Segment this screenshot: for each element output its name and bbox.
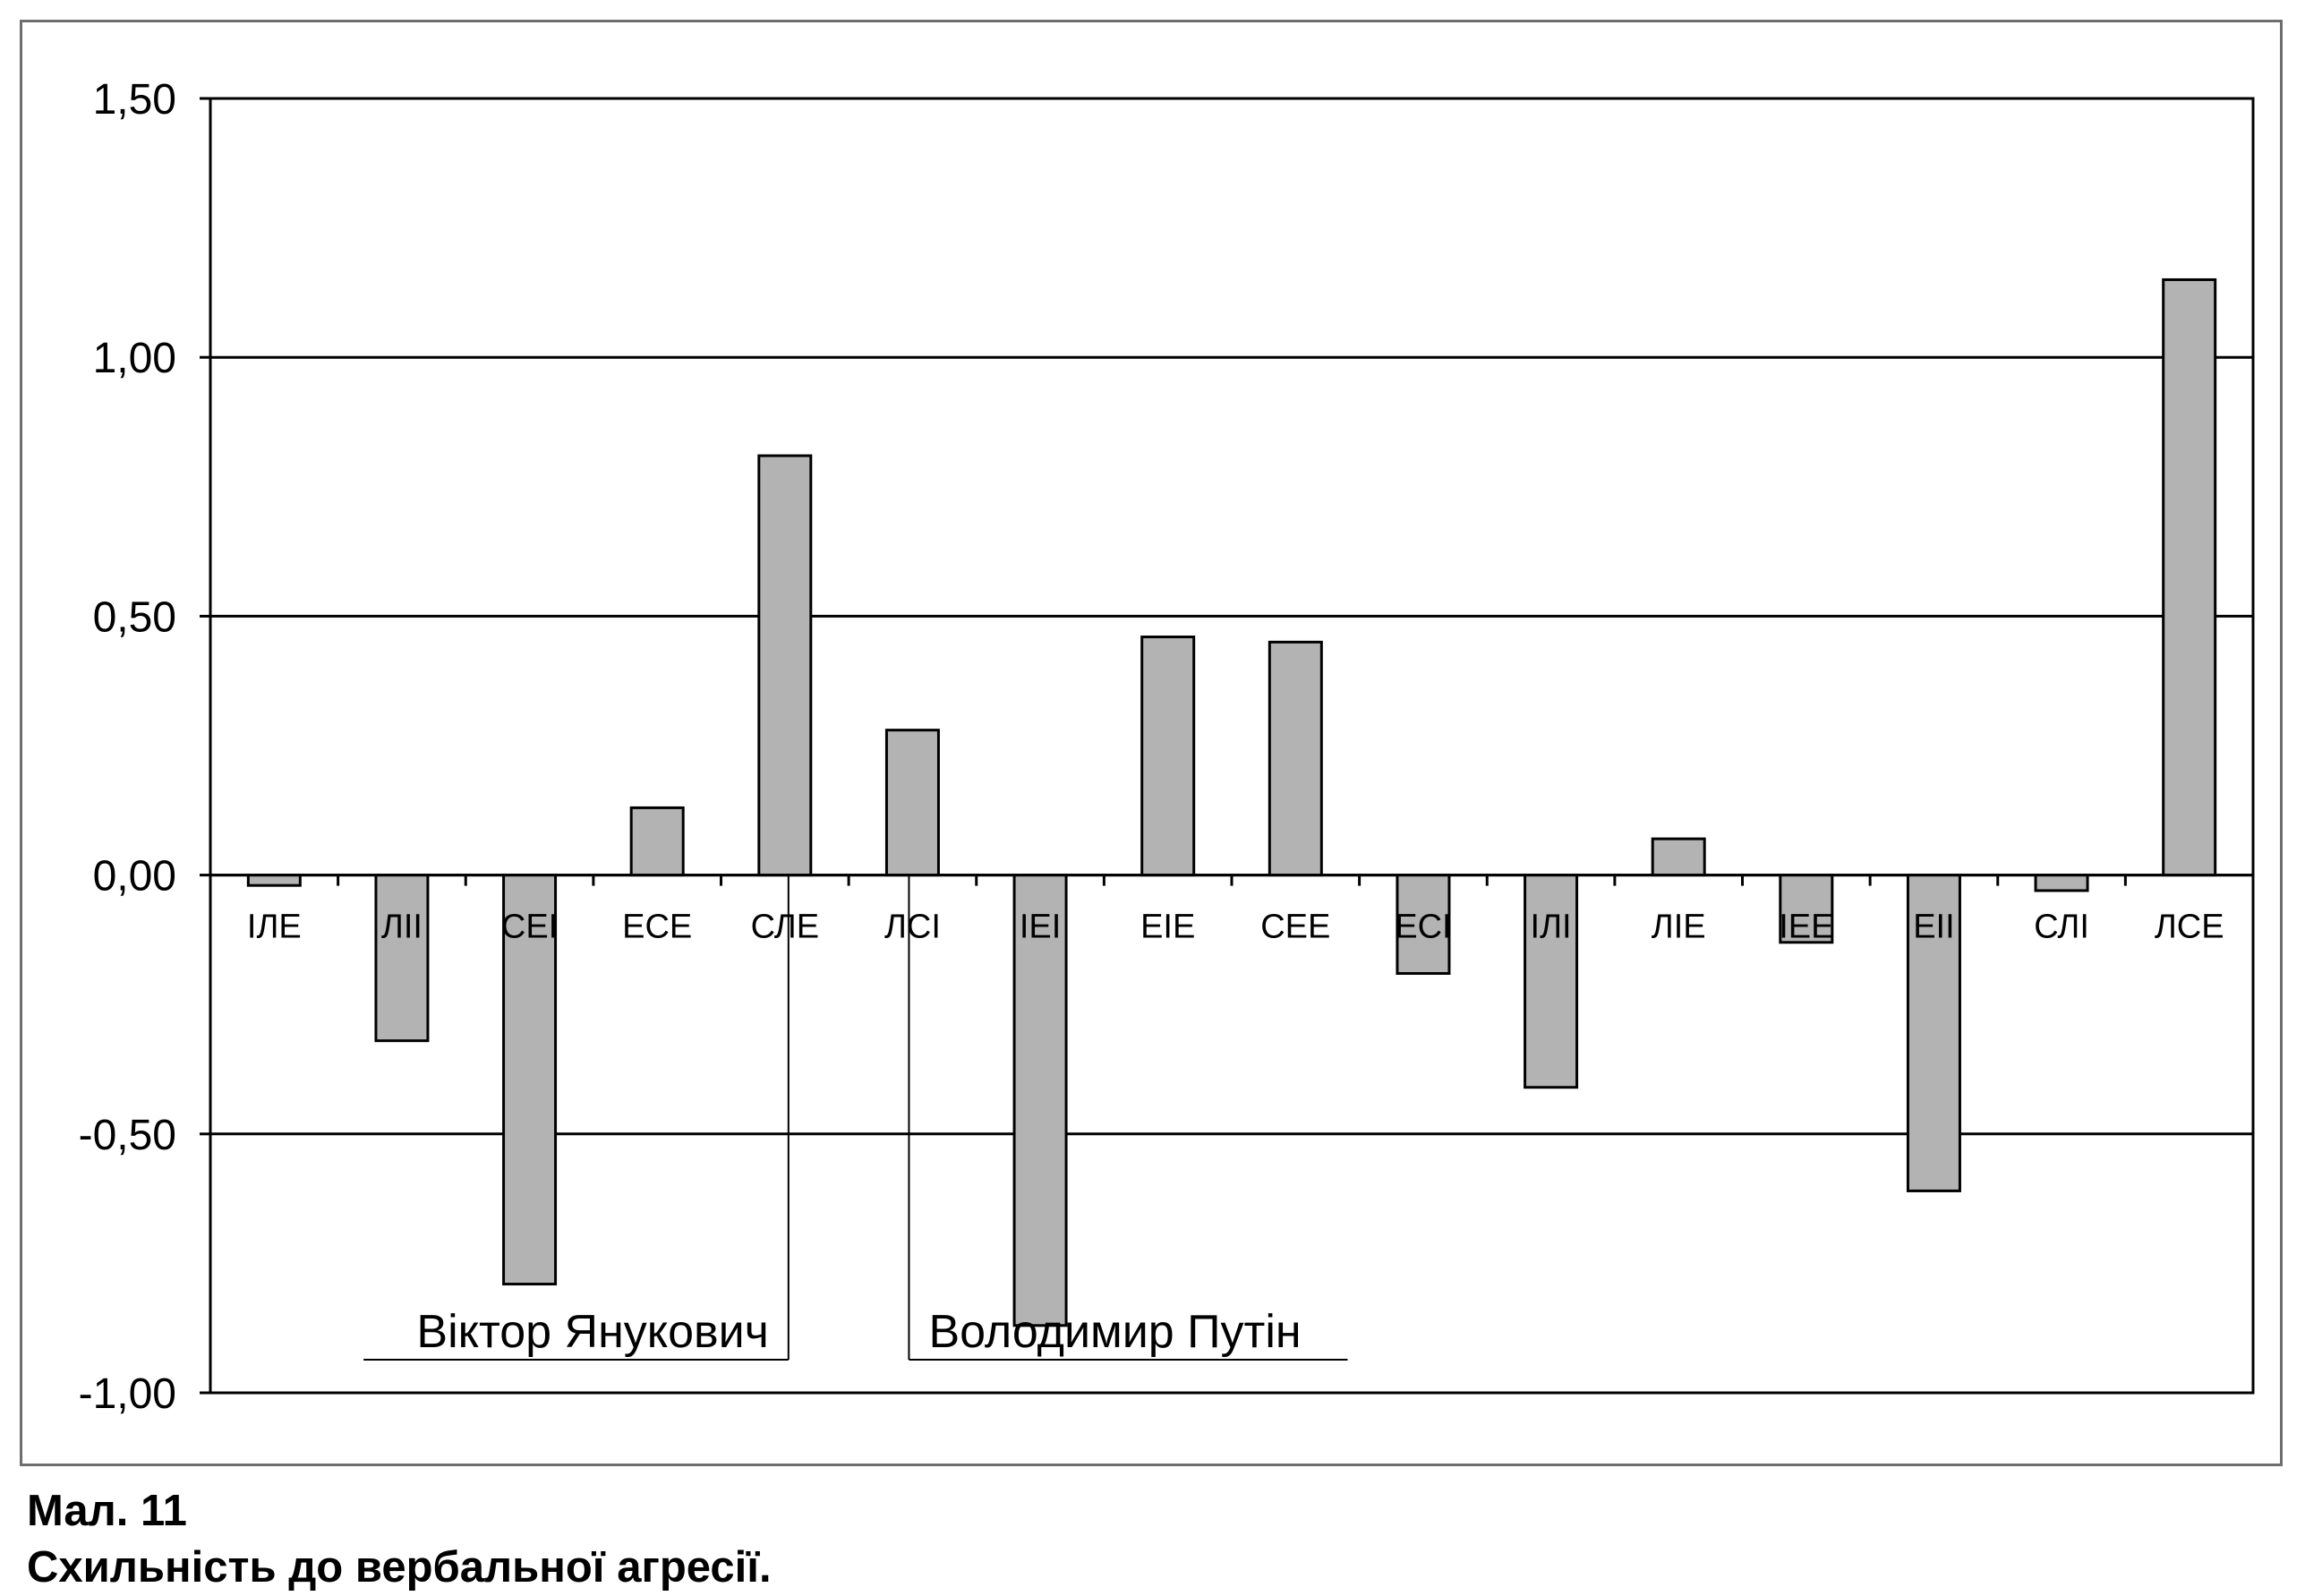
x-tick-label: ІЕЕ (1779, 909, 1833, 946)
y-tick-label: 1,50 (93, 76, 176, 124)
bar (1906, 874, 1961, 1192)
x-tick-label: СЕЕ (1260, 909, 1330, 946)
bar (1779, 874, 1834, 944)
x-tick-label: СЛЕ (751, 909, 819, 946)
annotation-label: Володимир Путін (928, 1306, 1301, 1358)
x-tick-label: ЛІІ (381, 909, 423, 946)
bar (1651, 837, 1706, 877)
x-tick-label: ІЛЕ (247, 909, 302, 946)
x-tick-label: ЕІІ (1913, 909, 1954, 946)
x-tick-label: ЕСЕ (622, 909, 692, 946)
bar (1268, 640, 1323, 877)
x-tick-label: ЕСІ (1395, 909, 1451, 946)
x-tick-label: ІЛІ (1531, 909, 1572, 946)
y-tick-label: 1,00 (93, 335, 176, 382)
x-tick-label: ІЕІ (1020, 909, 1061, 946)
x-tick-label: СЕІ (501, 909, 558, 946)
x-tick-label: ЛСІ (884, 909, 941, 946)
bar (374, 874, 430, 1043)
y-tick-label: -1,00 (79, 1370, 176, 1418)
y-tick-label: -0,50 (79, 1112, 176, 1159)
x-tick-label: СЛІ (2034, 909, 2089, 946)
bar (1396, 874, 1451, 975)
x-tick-label: ЛСЕ (2155, 909, 2224, 946)
y-tick-label: 0,00 (93, 853, 176, 900)
bar (2162, 277, 2217, 877)
bar (246, 874, 302, 887)
bar (629, 806, 685, 877)
annotation-label: Віктор Янукович (416, 1306, 768, 1358)
x-tick-label: ЛІЕ (1652, 909, 1706, 946)
y-tick-label: 0,50 (93, 593, 176, 641)
bar (884, 729, 940, 877)
bar-chart: 1,50 1,00 0,50 0,00 -0,50 -1,00 ІЛЕ ЛІІ СЕІ ЕСЕ СЛ… (79, 76, 2255, 1418)
x-tick-label: ЕІЕ (1140, 909, 1195, 946)
bar (1524, 874, 1579, 1089)
bar (1140, 636, 1196, 877)
bar (2034, 874, 2089, 892)
bar (757, 454, 813, 877)
figure-title: Схильність до вербальної агресії. (27, 1543, 772, 1592)
figure-number: Мал. 11 (27, 1487, 187, 1535)
